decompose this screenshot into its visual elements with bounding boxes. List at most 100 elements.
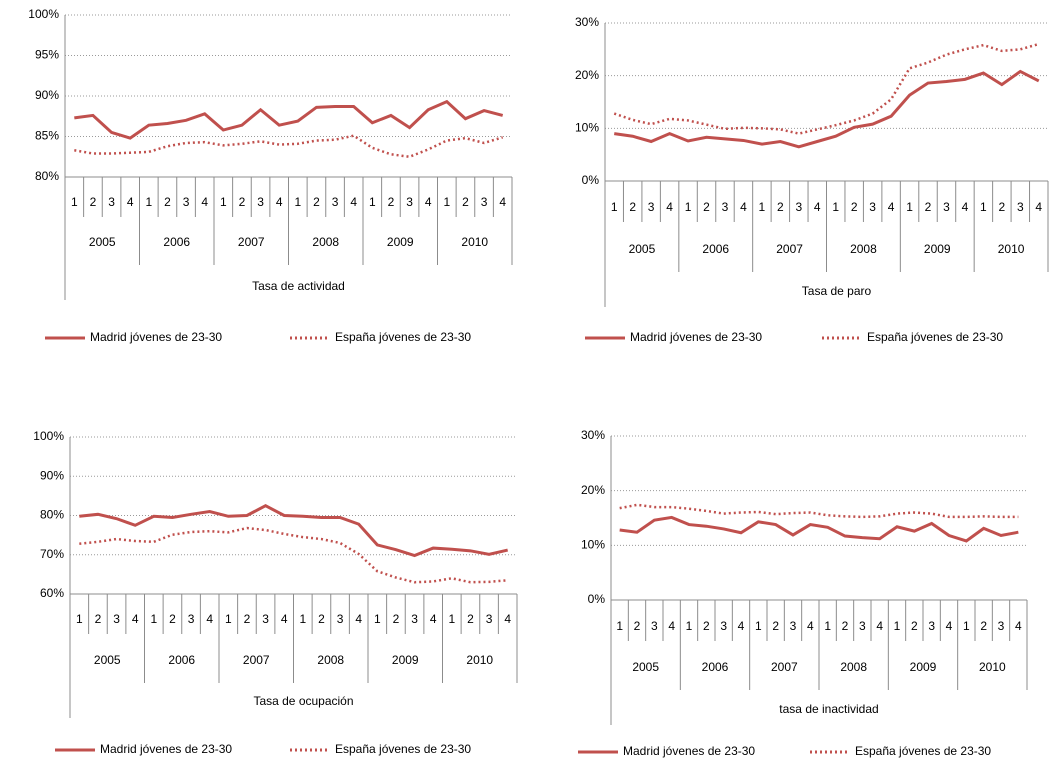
x-tick-label: 3: [648, 200, 655, 214]
x-tick-label: 3: [928, 619, 935, 633]
x-tick-label: 4: [876, 619, 883, 633]
x-tick-label: 4: [666, 200, 673, 214]
x-tick-label: 1: [71, 195, 78, 209]
year-label: 2006: [163, 235, 190, 249]
x-tick-label: 1: [294, 195, 301, 209]
y-tick-label: 10%: [575, 121, 599, 135]
x-tick-label: 4: [127, 195, 134, 209]
chart: 60%70%80%90%100%1 2 3 4 1 2 3 4 1 2 3 4 1 2 3 4 1 2 3 4 1 2 3 4…: [33, 429, 518, 756]
x-tick-label: 1: [448, 612, 455, 626]
y-tick-label: 20%: [581, 483, 605, 497]
x-tick-label: 4: [946, 619, 953, 633]
x-tick-label: 4: [132, 612, 139, 626]
legend-label: Madrid jóvenes de 23-30: [623, 744, 755, 758]
year-label: 2006: [702, 242, 729, 256]
year-label: 2009: [387, 235, 414, 249]
x-tick-label: 4: [807, 619, 814, 633]
x-tick-label: 1: [76, 612, 83, 626]
x-tick-label: 4: [888, 200, 895, 214]
legend-label: Madrid jóvenes de 23-30: [100, 742, 232, 756]
x-tick-label: 4: [738, 619, 745, 633]
x-tick-label: 3: [332, 195, 339, 209]
x-tick-label: 2: [777, 200, 784, 214]
legend-label: España jóvenes de 23-30: [335, 330, 471, 344]
series-line: [613, 42, 1040, 135]
x-tick-label: 1: [963, 619, 970, 633]
x-tick-label: 1: [150, 612, 157, 626]
chart: 80%85%90%95%100%1 2 3 4 1 2 3 4 1 2 3 4 1 2 3 4 1 2 3 4 1 2 3 4…: [28, 7, 513, 344]
x-tick-label: 1: [443, 195, 450, 209]
year-label: 2006: [702, 660, 729, 674]
x-tick-label: 2: [629, 200, 636, 214]
y-tick-label: 100%: [28, 7, 59, 21]
x-tick-label: 3: [790, 619, 797, 633]
year-label: 2006: [168, 653, 195, 667]
x-tick-label: 2: [169, 612, 176, 626]
x-tick-label: 1: [616, 619, 623, 633]
x-tick-label: 3: [183, 195, 190, 209]
y-tick-label: 80%: [35, 169, 59, 183]
series-line: [79, 503, 509, 558]
x-tick-label: 1: [832, 200, 839, 214]
x-tick-label: 2: [999, 200, 1006, 214]
legend-label: España jóvenes de 23-30: [335, 742, 471, 756]
year-label: 2008: [317, 653, 344, 667]
year-label: 2009: [392, 653, 419, 667]
series-line: [614, 69, 1040, 149]
y-tick-label: 60%: [40, 586, 64, 600]
x-tick-label: 4: [499, 195, 506, 209]
y-tick-label: 0%: [588, 592, 606, 606]
year-label: 2010: [466, 653, 493, 667]
x-axis-title: tasa de inactividad: [779, 702, 878, 716]
x-tick-label: 2: [851, 200, 858, 214]
x-tick-label: 1: [685, 200, 692, 214]
x-tick-label: 2: [772, 619, 779, 633]
x-tick-label: 4: [355, 612, 362, 626]
legend-label: España jóvenes de 23-30: [867, 330, 1003, 344]
year-label: 2007: [776, 242, 803, 256]
x-tick-label: 4: [350, 195, 357, 209]
x-tick-label: 3: [188, 612, 195, 626]
x-tick-label: 2: [980, 619, 987, 633]
x-tick-label: 3: [113, 612, 120, 626]
year-label: 2005: [629, 242, 656, 256]
x-tick-label: 1: [824, 619, 831, 633]
x-tick-label: 4: [504, 612, 511, 626]
x-tick-label: 4: [425, 195, 432, 209]
x-axis-title: Tasa de paro: [802, 284, 872, 298]
x-tick-label: 3: [337, 612, 344, 626]
x-tick-label: 1: [980, 200, 987, 214]
y-tick-label: 30%: [581, 428, 605, 442]
x-tick-label: 1: [225, 612, 232, 626]
x-tick-label: 2: [318, 612, 325, 626]
y-tick-label: 100%: [33, 429, 64, 443]
x-tick-label: 1: [755, 619, 762, 633]
year-label: 2010: [998, 242, 1025, 256]
x-tick-label: 3: [795, 200, 802, 214]
x-tick-label: 3: [257, 195, 264, 209]
x-tick-label: 3: [406, 195, 413, 209]
x-tick-label: 3: [108, 195, 115, 209]
year-label: 2008: [850, 242, 877, 256]
year-label: 2005: [94, 653, 121, 667]
x-tick-label: 2: [462, 195, 469, 209]
x-tick-label: 4: [281, 612, 288, 626]
x-tick-label: 2: [393, 612, 400, 626]
year-label: 2005: [89, 235, 116, 249]
series-line: [79, 526, 508, 584]
x-tick-label: 4: [668, 619, 675, 633]
legend-label: Madrid jóvenes de 23-30: [630, 330, 762, 344]
x-tick-label: 3: [481, 195, 488, 209]
x-tick-label: 1: [906, 200, 913, 214]
y-tick-label: 70%: [40, 547, 64, 561]
x-tick-label: 2: [313, 195, 320, 209]
x-tick-label: 2: [703, 200, 710, 214]
x-tick-label: 2: [467, 612, 474, 626]
x-tick-label: 3: [1017, 200, 1024, 214]
x-tick-label: 1: [686, 619, 693, 633]
series-line: [619, 503, 1019, 519]
y-tick-label: 90%: [35, 88, 59, 102]
x-tick-label: 2: [842, 619, 849, 633]
x-tick-label: 4: [201, 195, 208, 209]
